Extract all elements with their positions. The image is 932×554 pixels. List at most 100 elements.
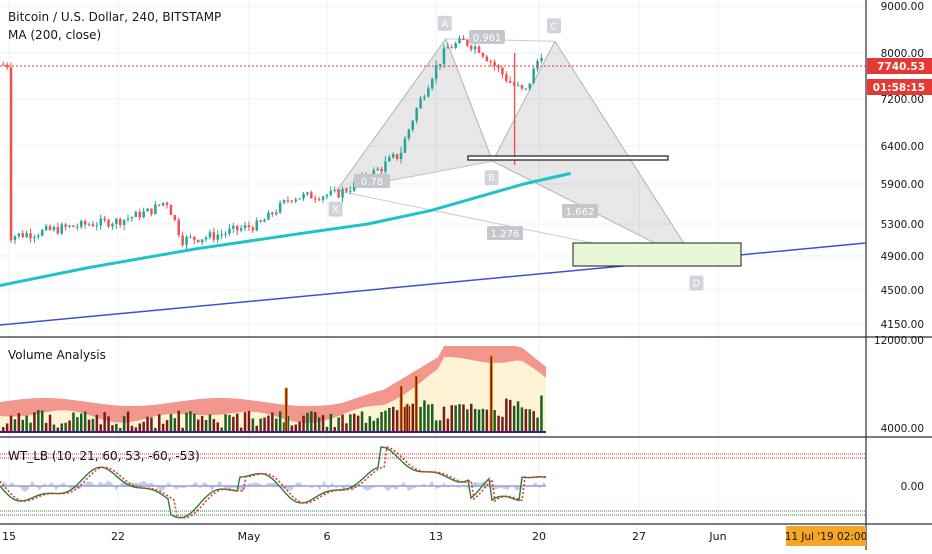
candle-body: [310, 192, 313, 199]
volume-bar: [376, 418, 379, 432]
volume-bar: [294, 424, 297, 432]
candle-body: [282, 200, 286, 203]
candle-body: [501, 67, 504, 75]
symbol-title[interactable]: Bitcoin / U.S. Dollar, 240, BITSTAMP: [8, 10, 222, 24]
candle-body: [259, 220, 262, 222]
volume-bar: [450, 405, 453, 432]
candle-body: [528, 83, 531, 89]
candle-body: [200, 239, 204, 243]
volume-bar: [142, 421, 145, 432]
price-tick-label: 5300.00: [881, 219, 924, 231]
candle-body: [271, 212, 274, 215]
candle-body: [294, 199, 297, 202]
volume-indicator-label[interactable]: Volume Analysis: [8, 348, 106, 362]
candle-body: [111, 223, 114, 227]
candle-body: [458, 38, 461, 44]
volume-bar: [368, 416, 372, 432]
price-tick-label: 7200.00: [881, 94, 924, 106]
candle-body: [524, 88, 528, 90]
candle-body: [44, 226, 48, 231]
ma-indicator-label[interactable]: MA (200, close): [8, 28, 102, 42]
volume-bar: [103, 412, 106, 432]
volume-bar: [154, 427, 157, 432]
pattern-ratio-label: 1.276: [491, 229, 520, 240]
volume-bar: [48, 414, 52, 432]
volume-bar: [333, 427, 336, 432]
candle-body: [376, 168, 379, 171]
candle-body: [5, 64, 9, 68]
pattern-ratio-label: 0.78: [361, 177, 383, 188]
volume-bar: [208, 414, 212, 432]
price-tick-label: 6400.00: [881, 141, 924, 153]
price-tick-label: 9000.00: [881, 1, 924, 13]
volume-bar: [122, 416, 126, 432]
candle-body: [99, 218, 102, 226]
time-tick-label: Jun: [708, 530, 726, 543]
volume-bar: [419, 406, 422, 432]
candle-body: [56, 227, 60, 234]
volume-bar-spike: [405, 403, 409, 433]
volume-bar: [306, 412, 309, 432]
volume-bar: [438, 420, 442, 432]
candle-body: [25, 233, 28, 238]
wt-legend: WT_LB (10, 21, 60, 53, -60, -53): [8, 447, 200, 465]
volume-bar: [345, 423, 348, 432]
time-cursor-label: 11 Jul '19 02:00: [785, 531, 868, 543]
time-tick-label: May: [238, 530, 261, 543]
candle-body: [317, 199, 321, 201]
candle-body: [80, 220, 83, 227]
candle-body: [321, 196, 325, 200]
target-zone-box: [572, 242, 742, 267]
candle-body: [173, 215, 177, 220]
volume-bar: [239, 427, 243, 432]
candle-body: [505, 74, 508, 81]
candle-body: [423, 96, 426, 99]
wt-histogram: [0, 480, 546, 492]
candle-body: [154, 204, 157, 214]
wt-indicator-label[interactable]: WT_LB (10, 21, 60, 53, -60, -53): [8, 449, 200, 463]
volume-bar: [119, 427, 122, 432]
ma-line: [0, 171, 571, 288]
candle-body: [275, 212, 278, 215]
candle-body: [427, 88, 430, 97]
candle-body: [384, 161, 387, 172]
volume-bar: [341, 414, 344, 432]
volume-bar: [314, 412, 317, 432]
candle-body: [446, 47, 450, 49]
pattern-ratio-bg: [354, 174, 390, 188]
volume-bar: [83, 411, 87, 432]
volume-bar: [329, 413, 333, 432]
volume-bar: [232, 416, 235, 432]
volume-bar: [177, 410, 180, 432]
candle-body: [306, 192, 309, 195]
volume-bar: [181, 427, 184, 432]
candle-body: [532, 68, 535, 84]
volume-bar: [146, 416, 149, 432]
candle-body: [126, 218, 130, 220]
candle-body: [454, 43, 457, 48]
volume-bar: [528, 409, 531, 432]
candle-body: [158, 204, 161, 206]
candle-body: [197, 239, 200, 243]
current-price-label: 7740.53: [877, 61, 925, 73]
volume-bar: [278, 411, 282, 432]
volume-bar: [200, 416, 204, 432]
pattern-ratio-bg: [469, 30, 505, 44]
volume-bar-spike: [489, 355, 493, 433]
candle-body: [403, 138, 407, 153]
volume-bar: [37, 410, 40, 432]
volume-bar: [76, 417, 79, 432]
wt-pane-bg: [0, 438, 866, 524]
candle-body: [466, 39, 469, 46]
volume-bar: [349, 414, 352, 432]
candle-body: [33, 236, 36, 239]
candle-body: [520, 85, 524, 89]
candle-body: [228, 228, 231, 234]
volume-bar: [267, 415, 270, 432]
volume-bar: [282, 422, 286, 432]
volume-bar: [99, 424, 102, 432]
time-cursor-bg: [786, 526, 866, 546]
volume-bar-spike: [399, 385, 403, 433]
volume-bar: [165, 420, 169, 432]
